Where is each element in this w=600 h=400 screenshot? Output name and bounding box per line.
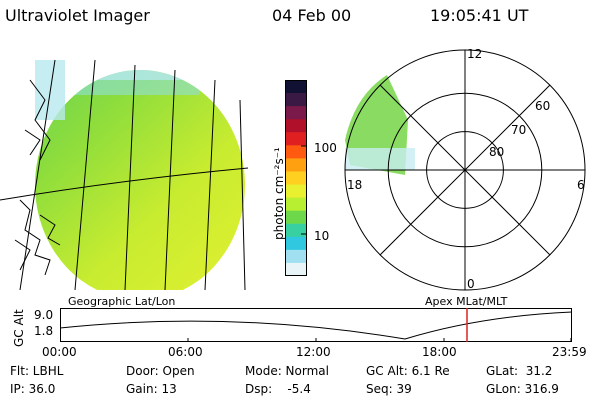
door-info: Door: Open: [126, 364, 195, 378]
colorbar-segment: [285, 262, 307, 276]
colorbar-segment: [285, 171, 307, 186]
lat-label-80: 80: [489, 145, 504, 159]
colorbar-segment: [285, 106, 307, 120]
date-label: 04 Feb 00: [272, 6, 352, 25]
mlt-label-0: 0: [467, 277, 475, 291]
mlt-label-6: 6: [577, 178, 585, 192]
lat-label-70: 70: [511, 123, 526, 137]
altitude-ylabel: GC Alt: [12, 309, 26, 347]
gc-alt-info: GC Alt: 6.1 Re: [366, 364, 450, 378]
time-tick-1800: 18:00: [422, 345, 457, 359]
mode-info: Mode: Normal: [245, 364, 329, 378]
altitude-ytick-low: 1.8: [34, 324, 54, 338]
color-bar: [285, 80, 307, 276]
colorbar-segment: [285, 184, 307, 199]
altitude-ytick-high: 9.0: [34, 308, 54, 322]
mlt-label-18: 18: [347, 178, 362, 192]
glon-info: GLon: 316.9: [486, 382, 559, 396]
colorbar-segment: [285, 210, 307, 225]
ip-info: IP: 36.0: [10, 382, 56, 396]
coastline: [14, 199, 61, 276]
colorbar-segment: [285, 236, 307, 251]
mlt-label-12: 12: [467, 48, 482, 61]
colorbar-tick-10: 10: [314, 229, 330, 243]
geographic-panel-label: Geographic Lat/Lon: [68, 295, 176, 308]
lat-lon-grid: [0, 59, 249, 290]
coastline-north: [24, 79, 51, 161]
polar-mlt-line: [464, 169, 551, 256]
time-label: 19:05:41 UT: [430, 6, 529, 25]
colorbar-segment: [285, 80, 307, 94]
emission-haze: [345, 148, 415, 170]
gain-info: Gain: 13: [126, 382, 177, 396]
polar-mlt-line: [464, 84, 551, 171]
seq-info: Seq: 39: [366, 382, 412, 396]
altitude-plot: [60, 308, 572, 342]
colorbar-segment: [285, 119, 307, 133]
dsp-info: Dsp: -5.4: [245, 382, 311, 396]
colorbar-segment: [285, 197, 307, 212]
time-tick-2359: 23:59: [552, 345, 587, 359]
polar-mlt-line: [379, 84, 466, 171]
colorbar-segment: [285, 158, 307, 172]
time-tick-0600: 06:00: [168, 345, 203, 359]
lat-label-60: 60: [535, 99, 550, 113]
flt-info: Flt: LBHL: [10, 364, 64, 378]
geographic-image: [0, 59, 249, 290]
apex-panel-label: Apex MLat/MLT: [425, 295, 508, 308]
time-tick-0000: 00:00: [42, 345, 77, 359]
colorbar-segment: [285, 223, 307, 238]
altitude-curve: [60, 311, 572, 340]
glat-info: GLat: 31.2: [486, 364, 553, 378]
instrument-title: Ultraviolet Imager: [5, 6, 150, 25]
colorbar-segment: [285, 132, 307, 146]
altitude-frame: [60, 308, 572, 342]
colorbar-segment: [285, 93, 307, 107]
colorbar-unit-label: photon cm⁻²s⁻¹: [272, 147, 286, 240]
colorbar-segment: [285, 249, 307, 264]
colorbar-segment: [285, 145, 307, 159]
colorbar-tick-100: 100: [314, 141, 337, 155]
polar-mlt-line: [379, 169, 466, 256]
colorbar-border: [285, 80, 307, 276]
time-tick-1200: 12:00: [296, 345, 331, 359]
